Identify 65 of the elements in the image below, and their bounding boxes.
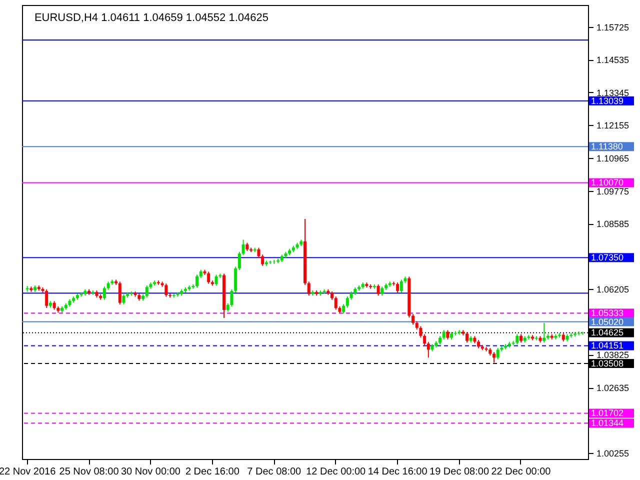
x-tick-label: 22 Dec 00:00 xyxy=(491,466,552,478)
ref-line-label: 1.07350 xyxy=(591,252,624,263)
candlestick xyxy=(376,284,380,296)
candlestick xyxy=(242,239,245,256)
text: EURUSD,H4 1.04611 1.04659 1.04552 1.04625 xyxy=(34,12,268,24)
candlestick xyxy=(400,279,403,294)
ref-line-label: 1.01344 xyxy=(591,418,624,428)
candlestick xyxy=(342,304,346,314)
y-tick-label: 1.10965 xyxy=(596,154,630,164)
candlestick xyxy=(122,294,126,305)
candlestick xyxy=(492,352,496,364)
x-tick-label: 2 Dec 16:00 xyxy=(185,466,240,478)
ref-line-label: 1.05020 xyxy=(591,316,624,327)
candlestick xyxy=(411,314,414,326)
candlestick xyxy=(346,296,349,308)
y-tick-label: 1.06205 xyxy=(596,284,630,295)
x-tick-label: 12 Dec 00:00 xyxy=(306,466,366,478)
candlestick xyxy=(442,330,446,340)
candlestick xyxy=(542,322,546,343)
candlestick xyxy=(380,286,384,296)
candlestick xyxy=(419,326,422,338)
y-tick-label: 1.08585 xyxy=(596,219,630,230)
x-tick-label: 19 Dec 08:00 xyxy=(430,466,490,478)
ref-line-label: 1.04625 xyxy=(591,328,624,338)
candlestick xyxy=(145,284,148,298)
x-tick-label: 30 Nov 00:00 xyxy=(120,466,181,478)
y-tick-label: 1.09775 xyxy=(596,186,630,196)
candlestick xyxy=(426,341,430,358)
y-tick-label: 1.00255 xyxy=(596,448,630,459)
candlestick xyxy=(207,271,210,284)
x-tick-label: 14 Dec 16:00 xyxy=(368,466,428,478)
ref-line-label: 1.01702 xyxy=(591,408,624,418)
candlestick xyxy=(496,347,500,360)
x-tick-label: 7 Dec 08:00 xyxy=(247,466,302,478)
x-tick-label: 25 Nov 08:00 xyxy=(59,466,120,478)
y-tick-label: 1.13345 xyxy=(596,88,630,98)
y-tick-label: 1.15725 xyxy=(596,22,630,32)
ref-line-label: 1.04151 xyxy=(591,340,624,351)
candlestick xyxy=(261,254,264,266)
candlestick xyxy=(45,288,48,309)
candlestick xyxy=(238,251,241,271)
y-tick-label: 1.12155 xyxy=(596,120,630,131)
candlestick xyxy=(334,296,338,310)
candlestick xyxy=(423,334,426,346)
candlestick xyxy=(465,332,468,343)
y-tick-label: 1.03825 xyxy=(596,350,630,360)
y-tick-label: 1.14535 xyxy=(596,55,630,66)
candlestick xyxy=(396,282,400,294)
y-tick-label: 1.02635 xyxy=(596,383,630,394)
ref-line-label: 1.10070 xyxy=(591,178,624,188)
candlestick xyxy=(118,281,122,305)
candlestick xyxy=(307,281,310,296)
candlestick xyxy=(234,266,238,294)
candlestick xyxy=(164,283,168,298)
candlestick xyxy=(196,274,199,288)
candlestick xyxy=(230,288,234,308)
ref-line-label: 1.05333 xyxy=(591,308,624,318)
candlestick xyxy=(102,286,106,300)
ref-line-label: 1.11380 xyxy=(591,142,623,152)
candlestick xyxy=(214,274,218,286)
candlestick xyxy=(516,334,519,345)
ref-line-label: 1.13039 xyxy=(591,96,624,106)
ref-line-label: 1.03508 xyxy=(591,358,624,368)
candlestick xyxy=(446,330,450,340)
candlestick xyxy=(257,247,260,258)
